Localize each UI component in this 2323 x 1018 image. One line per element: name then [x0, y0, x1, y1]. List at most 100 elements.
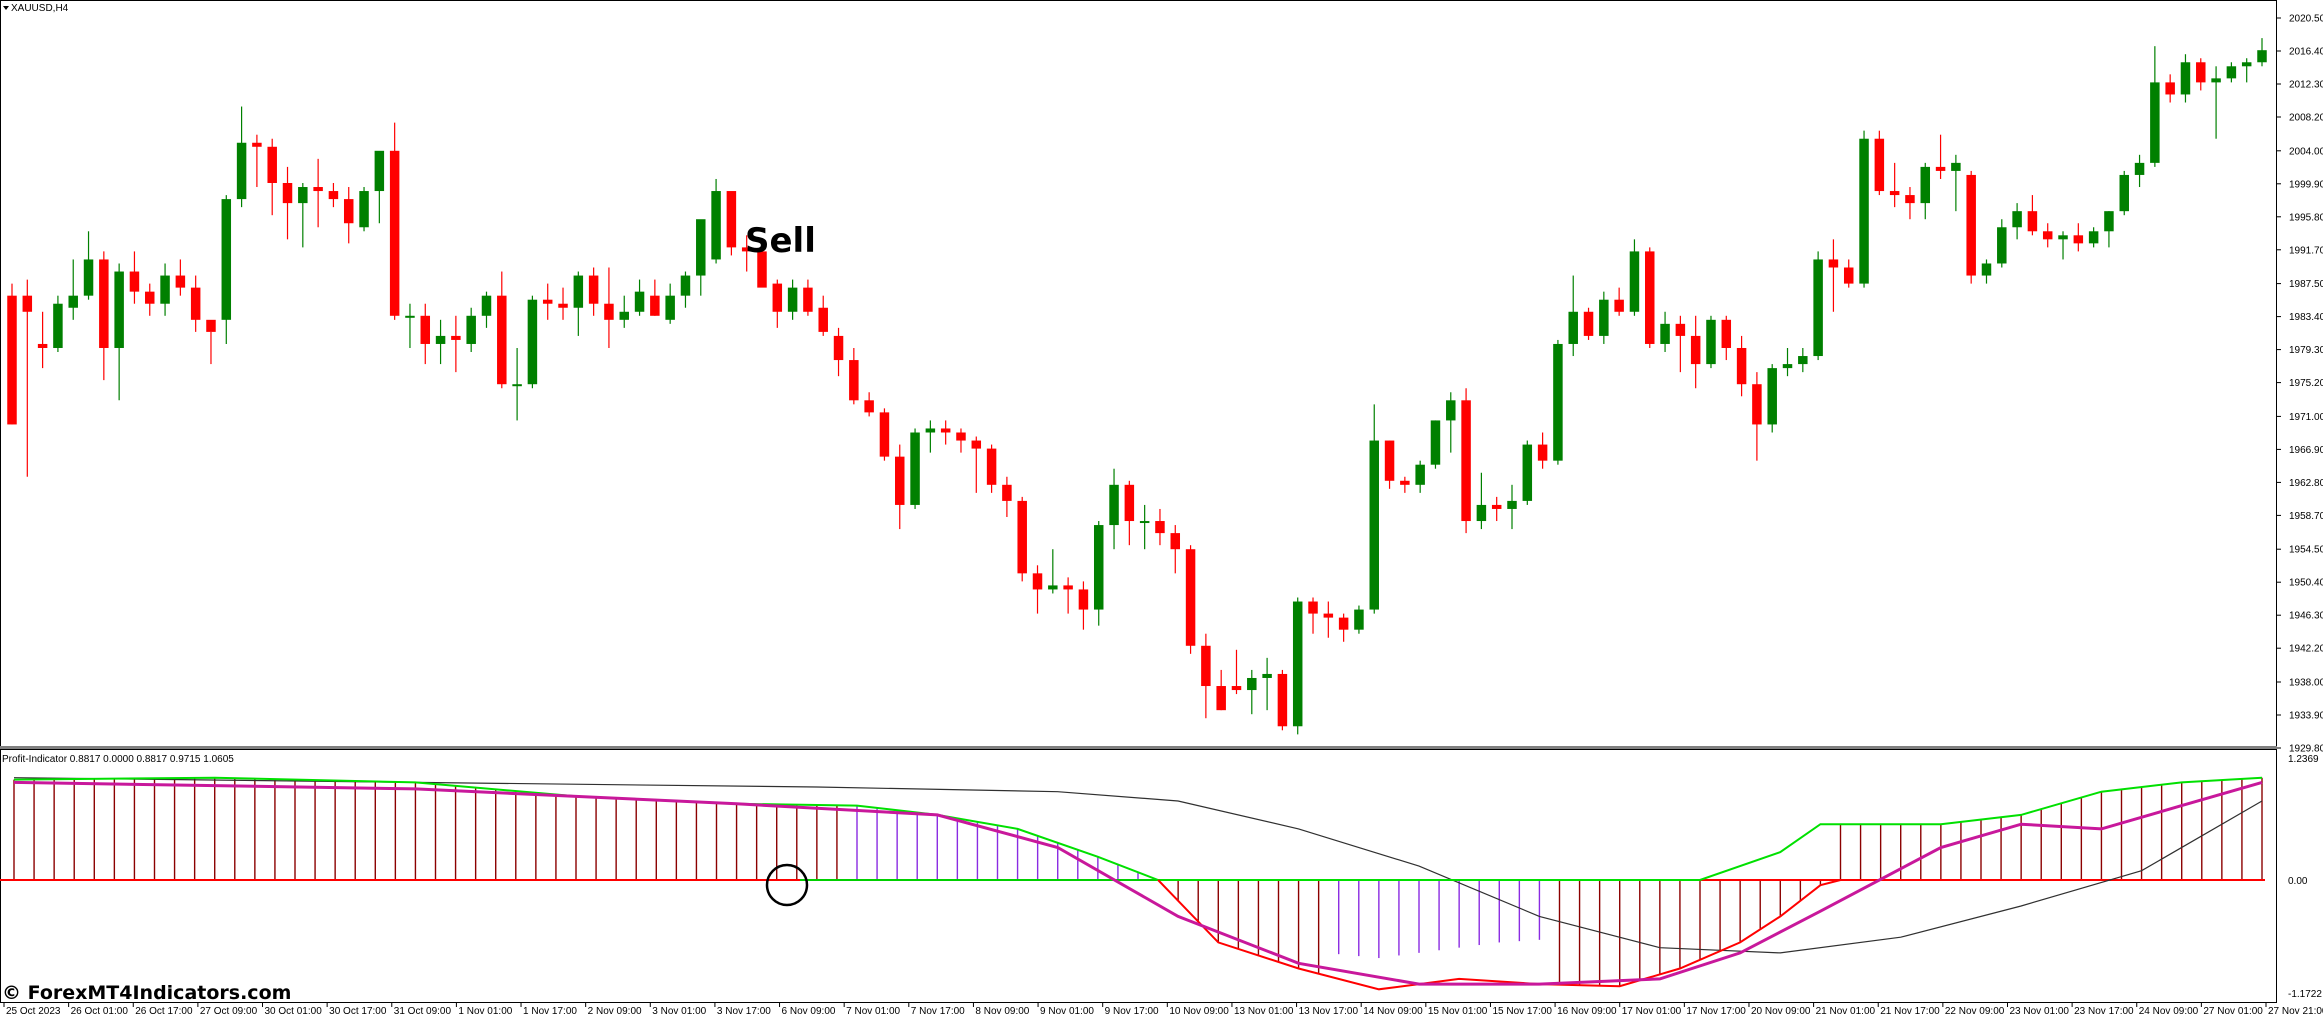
price-axis-label: 1954.50	[2289, 545, 2323, 556]
time-axis-label: 20 Nov 09:00	[1751, 1006, 1811, 1017]
negative-signal-line	[1157, 879, 1841, 991]
candle-body	[2211, 78, 2221, 83]
candle-body	[2165, 82, 2175, 95]
candle-body	[252, 142, 262, 147]
time-axis-label: 30 Oct 17:00	[329, 1006, 387, 1017]
candle-body	[7, 295, 17, 425]
time-axis-label: 7 Nov 01:00	[846, 1006, 900, 1017]
time-axis-label: 31 Oct 09:00	[394, 1006, 452, 1017]
candle-body	[1874, 138, 1885, 192]
candle-body	[1660, 323, 1670, 344]
price-axis-label: 1938.00	[2289, 678, 2323, 689]
time-axis-label: 23 Nov 17:00	[2074, 1006, 2134, 1017]
candle-body	[1690, 335, 1701, 365]
indicator-axis-zero: 0.00	[2288, 876, 2308, 887]
candle-body	[2058, 235, 2068, 240]
candle-body	[1859, 138, 1869, 284]
price-axis-label: 1995.80	[2289, 212, 2323, 223]
price-axis-label: 1962.80	[2289, 478, 2323, 489]
candle-body	[129, 271, 140, 292]
candle-body	[1629, 251, 1640, 312]
time-axis-label: 30 Oct 01:00	[265, 1006, 323, 1017]
triangle-down-icon[interactable]	[3, 6, 9, 10]
candle-body	[1828, 259, 1839, 268]
candle-body	[236, 142, 247, 200]
candle-body	[542, 299, 553, 304]
time-axis-label: 23 Nov 01:00	[2009, 1006, 2069, 1017]
candle-body	[2241, 62, 2252, 67]
candle-body	[864, 400, 874, 413]
candle-body	[2027, 211, 2038, 232]
price-axis-label: 2016.40	[2289, 46, 2323, 57]
candle-body	[1369, 440, 1379, 610]
candle-body	[68, 295, 78, 308]
price-axis-label: 1979.30	[2289, 345, 2323, 356]
candle-body	[1843, 267, 1854, 284]
price-axis-label: 1929.80	[2289, 744, 2323, 755]
price-axis-label: 1958.70	[2289, 511, 2323, 522]
price-axis-label: 1999.90	[2289, 179, 2323, 190]
price-axis-label: 2012.30	[2289, 79, 2323, 90]
candle-body	[726, 191, 737, 248]
time-axis-label: 27 Oct 09:00	[200, 1006, 258, 1017]
candle-body	[420, 315, 431, 344]
candle-body	[1093, 525, 1104, 610]
time-axis-label: 3 Nov 17:00	[717, 1006, 771, 1017]
candle-body	[114, 271, 124, 348]
candle-body	[83, 259, 94, 296]
price-axis: 2020.50 2016.40 2012.30 2008.20 2004.00 1999.…	[2277, 14, 2323, 755]
candle-body	[1706, 319, 1716, 365]
candle-body	[1599, 299, 1609, 336]
candle-body	[1231, 686, 1242, 691]
candle-body	[190, 287, 201, 320]
price-axis-label: 1971.00	[2289, 412, 2323, 423]
candle-body	[267, 146, 277, 183]
candle-body	[53, 303, 63, 348]
panel-separator[interactable]	[0, 746, 2277, 749]
candle-body	[221, 199, 232, 320]
candle-body	[956, 432, 966, 441]
indicator-panel[interactable]: Profit-Indicator 0.8817 0.0000 0.8817 0.…	[0, 749, 2322, 1003]
time-axis-label: 17 Nov 17:00	[1686, 1006, 1746, 1017]
candle-body	[650, 295, 660, 316]
candle-body	[1446, 400, 1456, 421]
time-axis-label: 1 Nov 01:00	[458, 1006, 512, 1017]
candle-body	[895, 456, 905, 505]
candle-body	[1553, 343, 1563, 461]
candle-body	[1109, 484, 1119, 526]
magenta-signal-line	[13, 780, 2263, 986]
candle-body	[1951, 162, 1961, 171]
candle-body	[1185, 549, 1196, 646]
candle-body	[1905, 195, 1915, 204]
candle-body	[833, 335, 844, 361]
candle-body	[512, 384, 522, 387]
price-axis-label: 1991.70	[2289, 245, 2323, 256]
sell-annotation: Sell	[745, 221, 816, 261]
price-axis-label: 1946.30	[2289, 611, 2323, 622]
candle-body	[1277, 673, 1288, 727]
indicator-axis-bottom: -1.1722	[2288, 989, 2322, 1000]
slow-signal-line	[13, 777, 2263, 954]
time-axis-label: 15 Nov 01:00	[1428, 1006, 1488, 1017]
candle-body	[389, 150, 400, 316]
time-axis-label: 9 Nov 01:00	[1040, 1006, 1094, 1017]
time-axis-label: 24 Nov 09:00	[2139, 1006, 2199, 1017]
time-axis-label: 8 Nov 09:00	[975, 1006, 1029, 1017]
time-axis-label: 16 Nov 09:00	[1557, 1006, 1617, 1017]
price-panel[interactable]: XAUUSD,H4 Sell 2020.50 2016.40 2012.30 2008…	[0, 0, 2323, 755]
candle-body	[2257, 50, 2267, 63]
candle-body	[573, 275, 584, 308]
candle-body	[1415, 464, 1425, 485]
candle-body	[145, 291, 155, 304]
candle-body	[1491, 504, 1502, 509]
symbol-label: XAUUSD,H4	[11, 3, 69, 14]
candle-body	[1308, 601, 1318, 614]
candle-body	[1981, 263, 1992, 276]
candle-body	[481, 295, 492, 316]
time-axis-label: 13 Nov 17:00	[1299, 1006, 1359, 1017]
time-axis-label: 7 Nov 17:00	[911, 1006, 965, 1017]
candle-body	[1568, 311, 1578, 344]
price-axis-label: 1987.50	[2289, 279, 2323, 290]
candle-body	[1201, 645, 1211, 687]
time-axis-label: 2 Nov 09:00	[588, 1006, 642, 1017]
